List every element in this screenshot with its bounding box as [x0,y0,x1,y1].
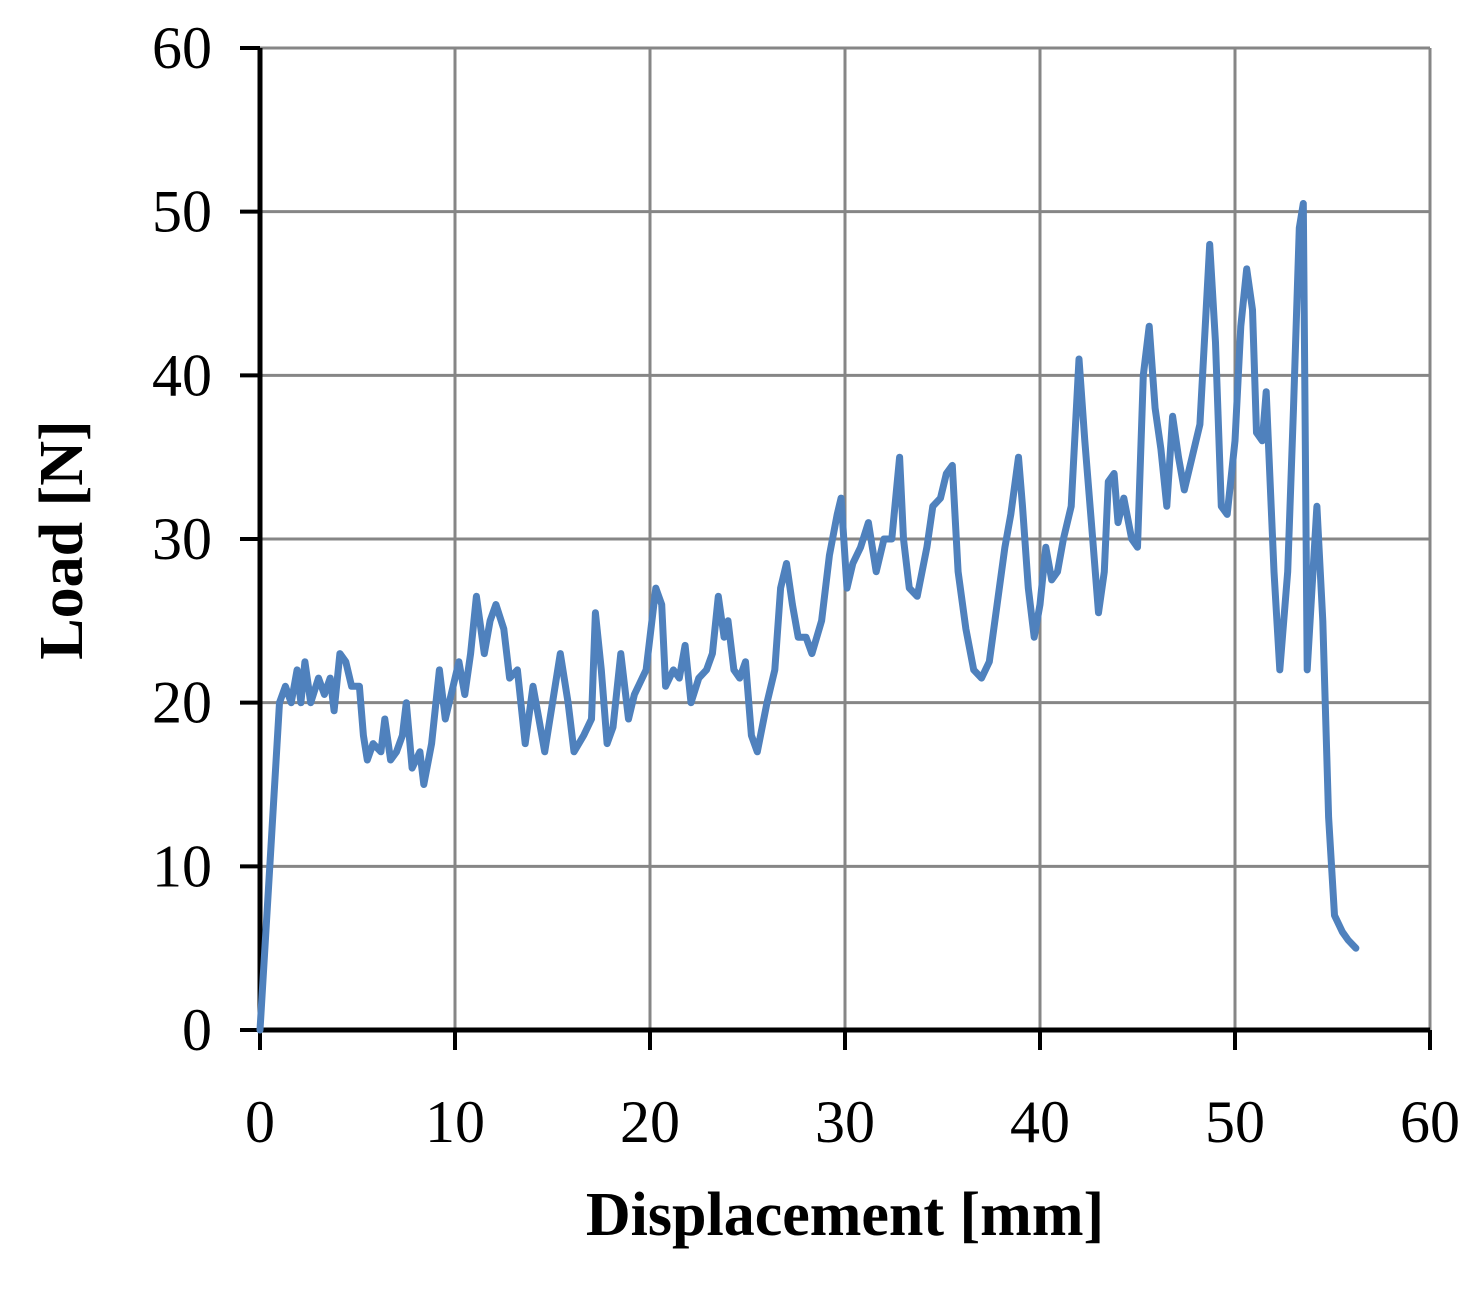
x-tick-label: 40 [1010,1089,1070,1155]
data-line [256,200,1360,1034]
x-tick-label: 10 [425,1089,485,1155]
x-tick-label: 60 [1400,1089,1460,1155]
y-tick-label: 30 [152,506,212,572]
plot-area [256,200,1360,1034]
x-axis-title: Displacement [mm] [586,1181,1104,1249]
y-tick-label: 20 [152,670,212,736]
y-tick-label: 10 [152,833,212,899]
y-tick-label: 0 [182,997,212,1063]
x-tick-label: 30 [815,1089,875,1155]
y-tick-label: 50 [152,179,212,245]
y-axis-title: Load [N] [28,420,96,659]
x-tick-label: 20 [620,1089,680,1155]
x-tick-label: 0 [245,1089,275,1155]
y-tick-label: 60 [152,15,212,81]
y-tick-label: 40 [152,342,212,408]
grid: 0 10 20 30 40 50 60 0 10 20 30 40 50 60 [152,15,1460,1155]
x-tick-label: 50 [1205,1089,1265,1155]
